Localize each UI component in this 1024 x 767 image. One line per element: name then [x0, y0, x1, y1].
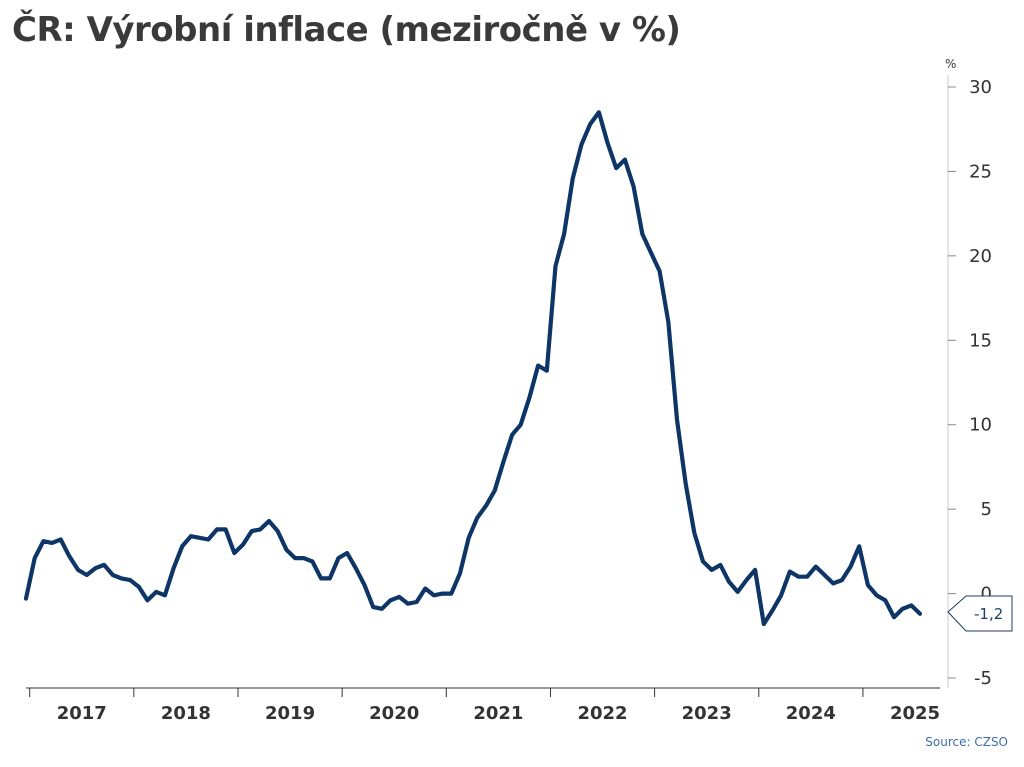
x-tick-label: 2023 [682, 703, 732, 724]
x-tick-label: 2020 [369, 703, 419, 724]
x-tick-label: 2017 [57, 703, 107, 724]
callout-box [947, 595, 1013, 632]
y-tick-label: 5 [981, 499, 992, 520]
x-tick-label: 2019 [265, 703, 315, 724]
x-tick-label: 2025 [890, 703, 940, 724]
source-note: Source: CZSO [925, 735, 1008, 749]
x-tick-label: 2022 [577, 703, 627, 724]
y-tick-label: 30 [969, 77, 992, 98]
x-tick-label: 2018 [161, 703, 211, 724]
callout-value: -1,2 [974, 605, 1003, 623]
chart-title: ČR: Výrobní inflace (meziročně v %) [12, 10, 681, 50]
series-layer [23, 110, 923, 627]
y-tick-label: 25 [969, 161, 992, 182]
last-value-callout: -1,2 [947, 595, 1013, 632]
y-unit-label: % [945, 57, 956, 71]
y-tick-label: 0 [981, 584, 992, 605]
x-tick-label: 2021 [473, 703, 523, 724]
y-axis: % 30 25 20 15 10 5 0 -5 [945, 57, 992, 689]
x-axis: 2017 2018 2019 2020 2021 2022 2023 2024 2025 [26, 687, 940, 724]
y-tick-label: 15 [969, 330, 992, 351]
y-tick-label: -5 [974, 668, 992, 689]
y-tick-label: 20 [969, 246, 992, 267]
series-line [23, 110, 923, 627]
y-tick-label: 10 [969, 415, 992, 436]
x-tick-label: 2024 [786, 703, 836, 724]
